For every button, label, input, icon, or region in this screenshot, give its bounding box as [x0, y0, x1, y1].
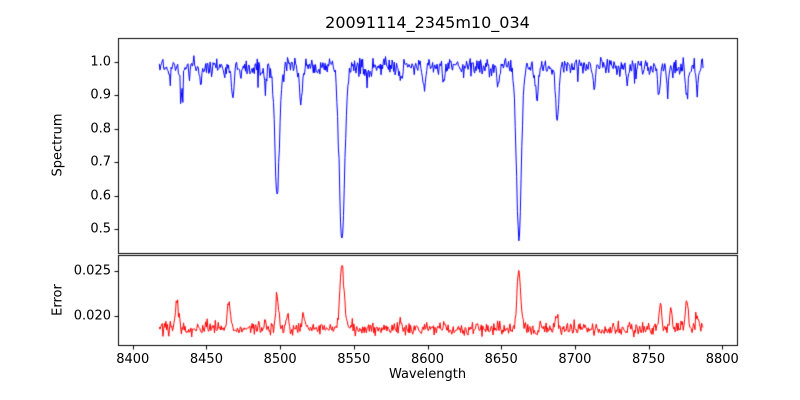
y-tick-label: 0.5 — [90, 221, 111, 237]
x-tick-label: 8650 — [484, 352, 518, 367]
y-axis-label-spectrum: Spectrum — [50, 113, 66, 177]
y-tick-label: 0.025 — [73, 263, 111, 279]
x-tick-label: 8800 — [705, 352, 739, 367]
x-tick-label: 8600 — [410, 352, 445, 367]
y-tick-label: 1.0 — [90, 54, 111, 70]
y-tick-label: 0.020 — [73, 308, 111, 324]
x-tick-label: 8550 — [337, 352, 371, 367]
x-tick-label: 8700 — [558, 352, 592, 367]
x-tick-label: 8750 — [632, 352, 666, 367]
x-tick-label: 8400 — [116, 352, 150, 367]
x-axis-label: Wavelength — [388, 367, 467, 382]
x-tick-label: 8500 — [263, 352, 297, 367]
chart-title: 20091114_2345m10_034 — [325, 13, 530, 32]
y-tick-label: 0.8 — [90, 121, 111, 137]
y-tick-label: 0.9 — [90, 87, 111, 103]
y-tick-label: 0.7 — [90, 154, 111, 170]
y-tick-label: 0.6 — [90, 188, 111, 204]
x-tick-label: 8450 — [189, 352, 223, 367]
y-axis-label-error: Error — [50, 284, 66, 316]
